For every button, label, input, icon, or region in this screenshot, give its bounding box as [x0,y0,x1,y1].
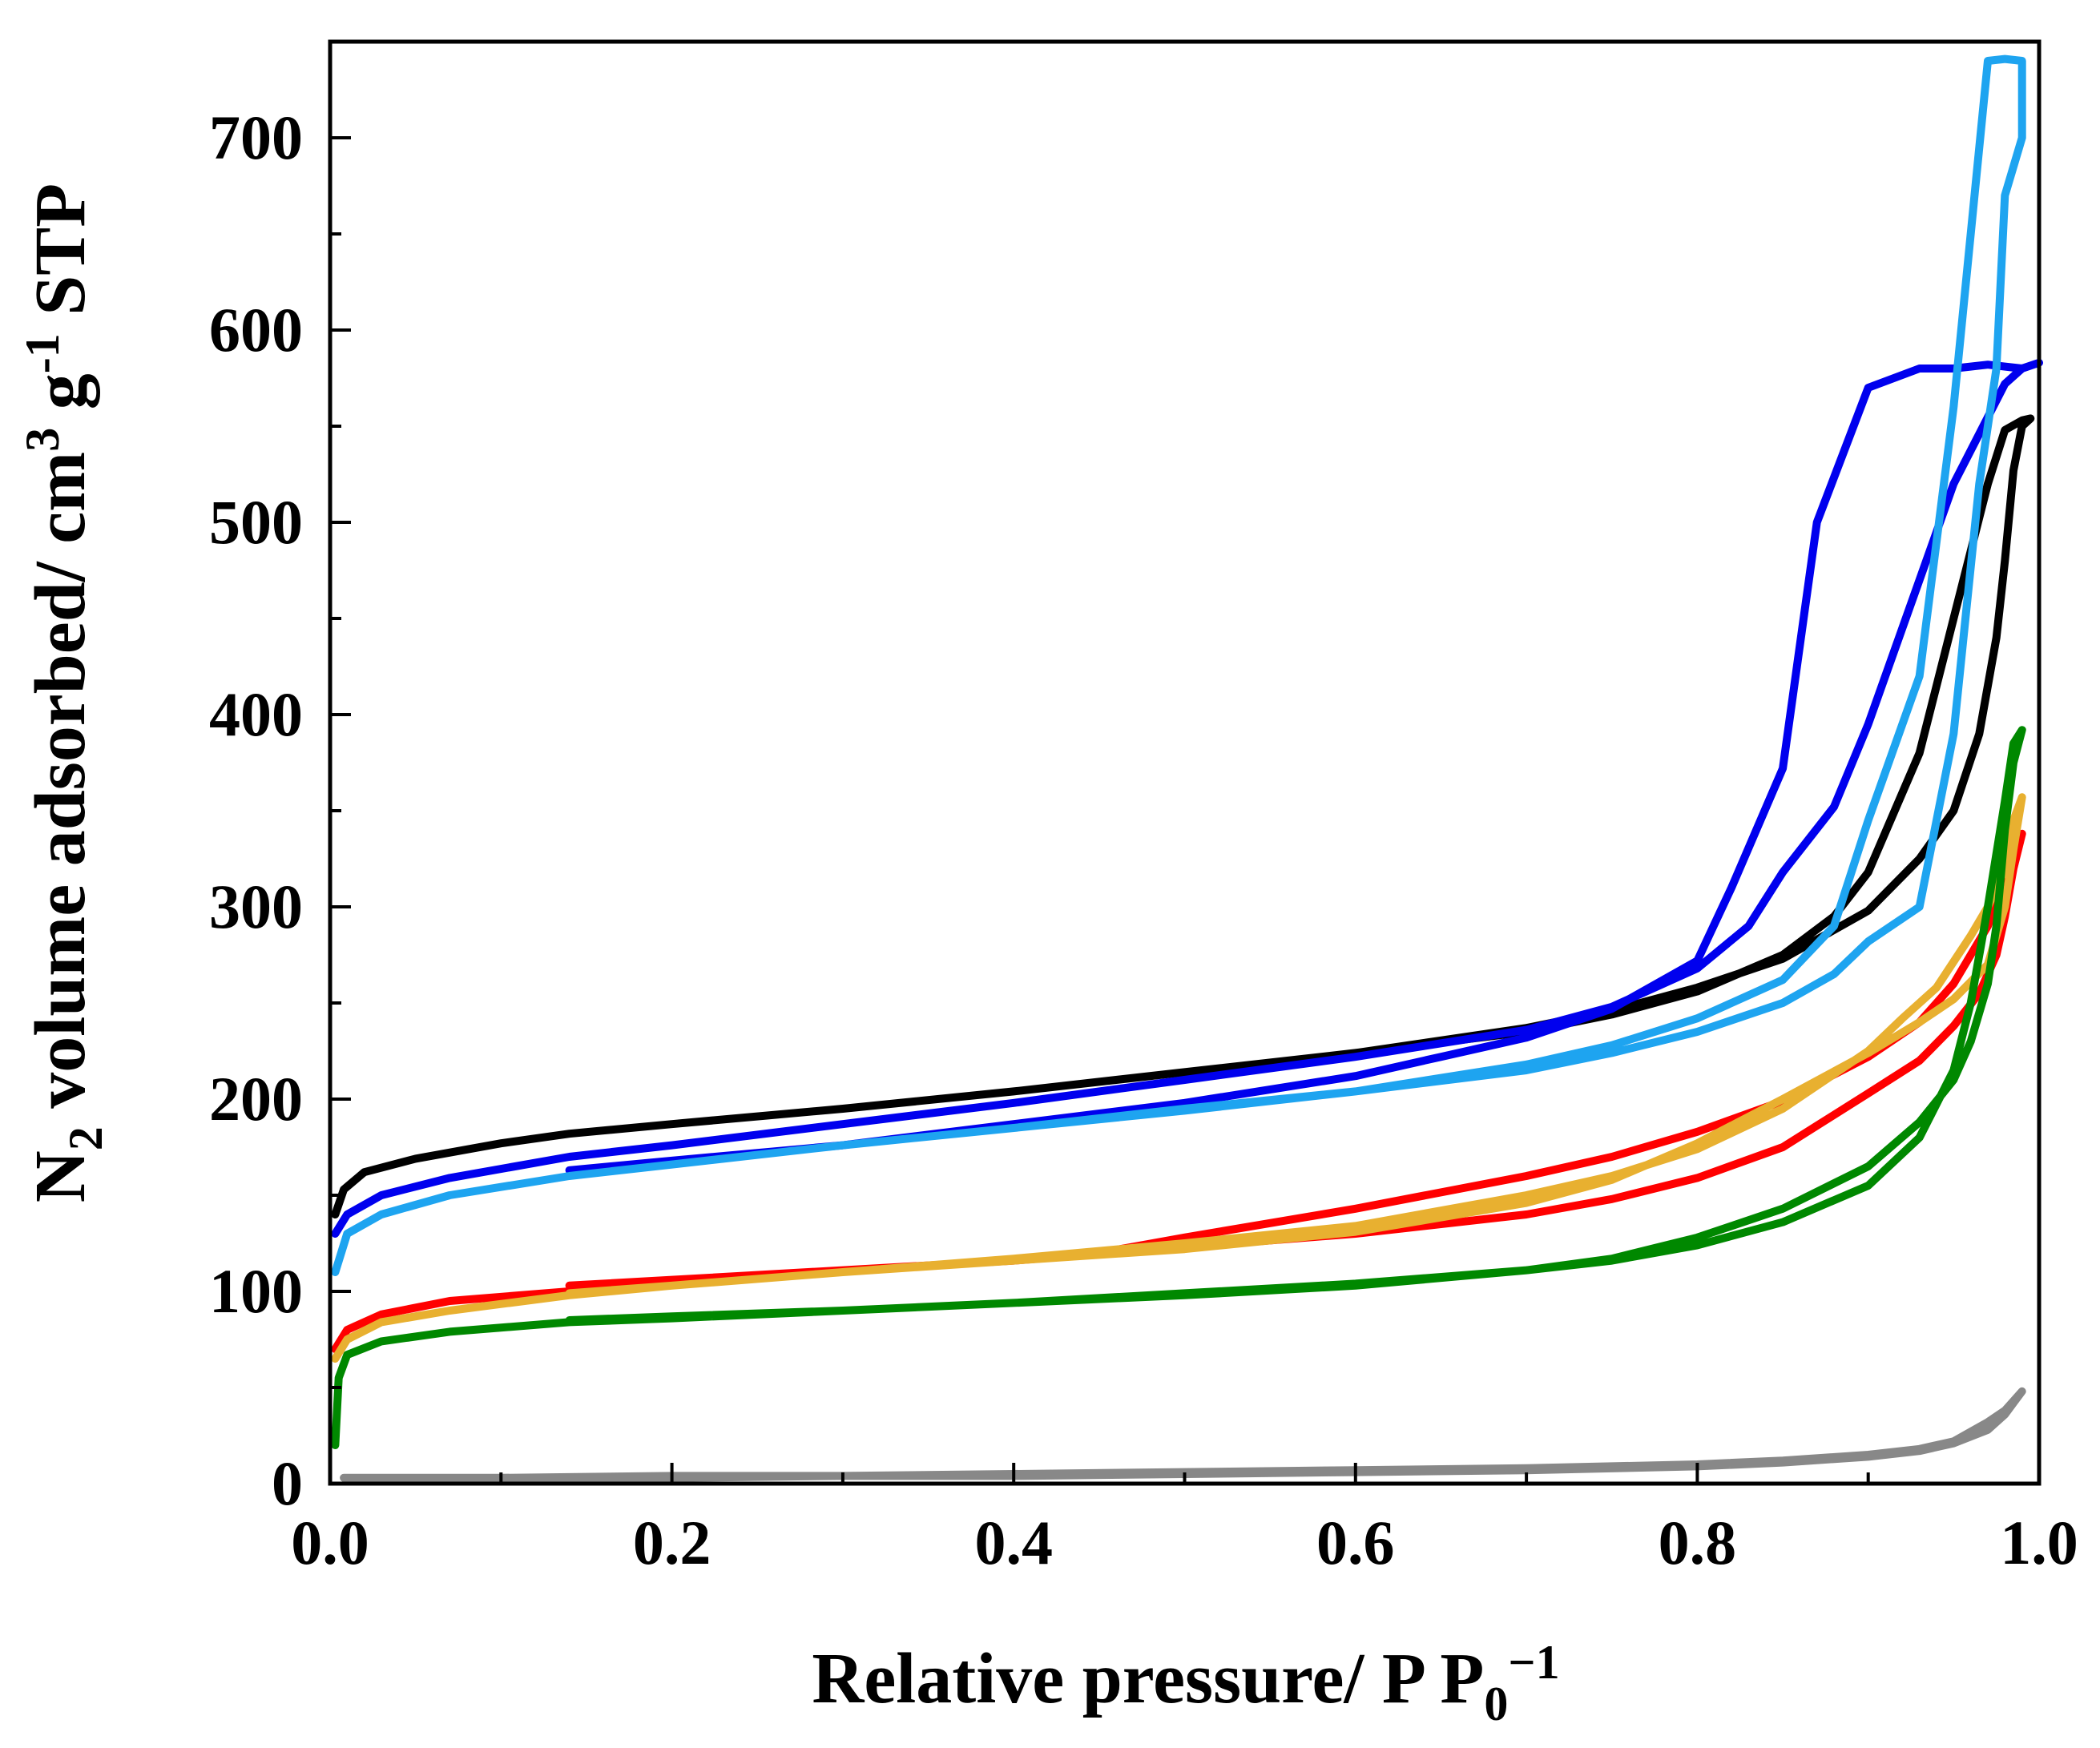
x-axis-label-main: Relative pressure/ P P [812,1639,1484,1718]
y-axis-label-part3: g [21,373,100,428]
y-axis-label-sup1: 3 [16,428,69,452]
series-layer [331,54,2043,1482]
series-line-light-blue [331,54,2026,1276]
axis-ticks: 0.0 0.2 0.4 0.6 0.8 1.0 0 100 200 300 400 500 600 700 [209,103,2078,1577]
y-axis-label-part2: volume adsorbed/ cm [21,452,100,1126]
y-axis-label-part4: STP [21,183,100,334]
series-line-blue [331,358,2043,1238]
x-tick-label: 0.6 [1316,1508,1395,1577]
x-axis-label-sub: 0 [1484,1678,1508,1730]
y-tick-label: 300 [209,872,303,941]
x-axis-label: Relative pressure/ P P0−1 [812,1636,1559,1730]
x-tick-label: 0.8 [1659,1508,1737,1577]
y-tick-label: 200 [209,1064,303,1134]
series-line-red [331,829,2026,1353]
y-tick-label: 0 [272,1448,303,1518]
series-line-green [331,726,2026,1449]
y-axis-label: N2 volume adsorbed/ cm3 g-1 STP [16,183,112,1203]
y-tick-label: 500 [209,487,303,557]
x-axis-label-sup: −1 [1508,1636,1559,1689]
y-tick-label: 400 [209,679,303,749]
y-tick-label: 700 [209,103,303,172]
y-axis-label-sup2: -1 [16,333,69,373]
y-axis-label-part1: N [21,1150,100,1202]
series-line-orange [331,793,2026,1363]
x-tick-label: 0.4 [974,1508,1053,1577]
y-tick-label: 600 [209,295,303,365]
y-axis-label-sub: 2 [59,1126,112,1150]
x-tick-label: 0.0 [291,1508,369,1577]
series-line-black [331,414,2035,1218]
series-line-gray [340,1387,2026,1482]
y-tick-label: 100 [209,1256,303,1326]
x-tick-label: 0.2 [633,1508,711,1577]
x-tick-label: 1.0 [2000,1508,2078,1577]
